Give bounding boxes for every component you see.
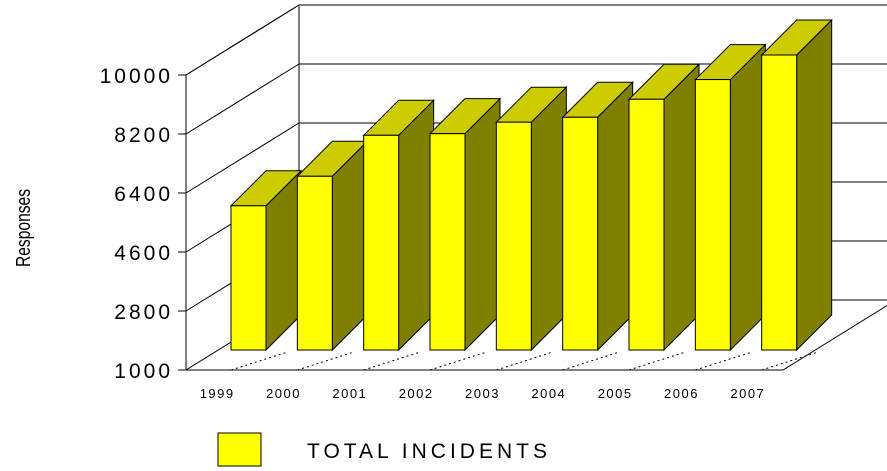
bar-side — [663, 63, 700, 352]
bar-side — [464, 97, 501, 352]
bar — [694, 43, 767, 352]
legend-swatch — [217, 432, 262, 467]
y-tick-label: 6400 — [114, 183, 173, 206]
y-tick-label: 8200 — [114, 124, 173, 147]
x-tick-label: 2002 — [399, 386, 434, 401]
bar-side — [796, 18, 833, 352]
x-tick-label: 2006 — [664, 386, 699, 401]
bar-front — [562, 116, 599, 351]
y-tick-label: 2800 — [114, 301, 173, 324]
bar — [627, 63, 701, 352]
y-axis-ticks: 1000 2800 4600 6400 8200 10000 — [100, 4, 887, 383]
bar — [362, 99, 435, 352]
bar — [229, 169, 303, 352]
bar-base-dotted — [562, 352, 618, 371]
bar-front — [694, 79, 731, 351]
bar — [495, 85, 568, 352]
x-tick-label: 2005 — [598, 386, 633, 401]
bar — [296, 140, 369, 352]
legend: TOTAL INCIDENTS — [217, 432, 551, 467]
x-tick-label: 1999 — [200, 386, 235, 401]
legend-label: TOTAL INCIDENTS — [307, 440, 551, 463]
x-tick-label: 2001 — [332, 386, 367, 401]
bar-front — [230, 205, 267, 351]
bar-front — [363, 134, 400, 351]
left-gridline — [185, 4, 300, 76]
bar-base-dotted — [297, 352, 353, 371]
y-axis-label: Responses — [12, 189, 34, 267]
bar-front — [761, 54, 798, 351]
bar-front — [296, 175, 333, 351]
bar — [428, 97, 502, 352]
bar-side — [729, 43, 766, 352]
bar-front — [429, 133, 466, 351]
x-tick-label: 2007 — [730, 386, 765, 401]
bar-front — [495, 121, 532, 351]
bar-side — [530, 85, 567, 352]
bar — [561, 81, 634, 352]
left-gridline — [185, 63, 300, 135]
bar-front — [628, 98, 665, 351]
y-tick-label: 10000 — [100, 65, 173, 88]
bar-base-dotted — [496, 352, 552, 371]
bars — [229, 18, 833, 371]
x-tick-label: 2000 — [266, 386, 301, 401]
bar-base-dotted — [761, 352, 817, 371]
bar-base-dotted — [628, 352, 685, 371]
bar-base-dotted — [695, 352, 751, 371]
x-axis-ticks: 1999 2000 2001 2002 2003 2004 2005 2006 2007 — [200, 386, 765, 401]
bar-base-dotted — [429, 352, 486, 371]
bar-side — [398, 99, 435, 352]
x-tick-label: 2004 — [531, 386, 566, 401]
left-gridline — [185, 122, 300, 194]
bar-base-dotted — [230, 352, 287, 371]
bar-base-dotted — [363, 352, 419, 371]
x-tick-label: 2003 — [465, 386, 500, 401]
bar-side — [597, 81, 634, 352]
y-tick-label: 1000 — [114, 360, 173, 383]
bar-side — [331, 140, 368, 352]
y-tick-label: 4600 — [114, 242, 173, 265]
bar — [760, 18, 833, 352]
